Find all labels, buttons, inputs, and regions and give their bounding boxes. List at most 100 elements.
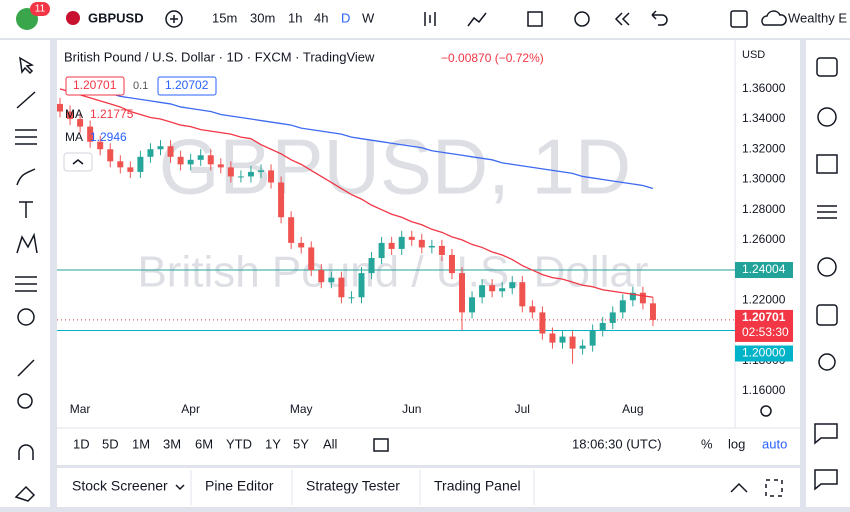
interval[interactable]: 1h bbox=[288, 10, 302, 25]
tab-chevron[interactable] bbox=[175, 484, 185, 491]
text-tool[interactable] bbox=[19, 201, 33, 218]
range-button[interactable]: 1D bbox=[73, 436, 90, 451]
zoom-tool[interactable] bbox=[17, 393, 33, 409]
range-button[interactable]: 5D bbox=[102, 436, 119, 451]
candle-body bbox=[137, 156, 144, 172]
scale-option[interactable]: auto bbox=[762, 436, 787, 451]
interval[interactable]: W bbox=[362, 10, 375, 25]
date-range-icon[interactable] bbox=[373, 438, 389, 452]
fullscreen-icon[interactable] bbox=[730, 10, 748, 28]
candle-body bbox=[278, 182, 285, 218]
currency[interactable]: USD bbox=[742, 49, 765, 61]
bid-box[interactable] bbox=[65, 76, 125, 96]
prediction-tool[interactable] bbox=[15, 276, 37, 292]
badge: 11 bbox=[35, 4, 46, 15]
range-button[interactable]: 6M bbox=[195, 436, 213, 451]
interval[interactable]: 15m bbox=[212, 10, 237, 25]
x-tick-label: Mar bbox=[70, 402, 91, 416]
data-icon[interactable] bbox=[817, 205, 837, 219]
replay-icon[interactable] bbox=[614, 12, 630, 26]
candle-body bbox=[499, 288, 506, 292]
panel-tab[interactable]: Strategy Tester bbox=[306, 478, 400, 494]
candle-body bbox=[519, 282, 526, 307]
alert-icon[interactable] bbox=[574, 11, 590, 27]
panel-tab[interactable]: Pine Editor bbox=[205, 478, 274, 494]
legend-value: 1.2946 bbox=[90, 130, 127, 144]
candle-body bbox=[649, 303, 656, 320]
candle-body bbox=[479, 285, 486, 298]
ruler-tool[interactable] bbox=[17, 359, 35, 377]
settings-icon[interactable] bbox=[760, 405, 772, 417]
candle-body bbox=[609, 312, 616, 323]
maximize-icon[interactable] bbox=[765, 479, 783, 497]
bottom-panel bbox=[57, 468, 800, 507]
ask: 1.20702 bbox=[165, 78, 209, 92]
candle-body bbox=[87, 126, 94, 142]
candle-body bbox=[398, 236, 405, 249]
candles-icon[interactable] bbox=[424, 12, 436, 26]
range-button[interactable]: YTD bbox=[226, 436, 252, 451]
legend-value: 1.21775 bbox=[90, 107, 134, 121]
calendar-icon[interactable] bbox=[816, 304, 838, 326]
candle-body bbox=[619, 300, 626, 313]
interval[interactable]: D bbox=[341, 10, 350, 25]
legend-label: MA bbox=[65, 107, 83, 121]
candle-body bbox=[187, 159, 194, 165]
range-button[interactable]: All bbox=[323, 436, 338, 451]
range-button[interactable]: 5Y bbox=[293, 436, 309, 451]
account[interactable]: Wealthy E bbox=[788, 10, 847, 25]
scale-option[interactable]: log bbox=[728, 436, 745, 451]
candle-body bbox=[348, 297, 355, 299]
level-label: 1.20000 bbox=[742, 346, 786, 360]
range-button[interactable]: 1Y bbox=[265, 436, 281, 451]
hotlist-icon[interactable] bbox=[817, 257, 837, 277]
candle-body bbox=[97, 141, 104, 150]
alerts-icon[interactable] bbox=[817, 107, 837, 127]
add-symbol-icon[interactable] bbox=[165, 10, 183, 28]
candle-body bbox=[438, 245, 445, 255]
x-tick-label: May bbox=[290, 402, 313, 416]
chats-icon[interactable] bbox=[814, 469, 838, 491]
icon-tool[interactable] bbox=[17, 308, 35, 326]
candle-body bbox=[298, 242, 305, 248]
legend-toggle[interactable] bbox=[63, 152, 93, 172]
panel-tab[interactable]: Stock Screener bbox=[72, 478, 168, 494]
panel-tab[interactable]: Trading Panel bbox=[434, 478, 521, 494]
cursor-tool[interactable] bbox=[19, 56, 35, 75]
interval[interactable]: 4h bbox=[314, 10, 328, 25]
collapse-icon[interactable] bbox=[730, 482, 748, 493]
range-button[interactable]: 1M bbox=[132, 436, 150, 451]
magnet-tool[interactable] bbox=[18, 444, 34, 460]
scale-option[interactable]: % bbox=[701, 436, 713, 451]
y-tick-label: 1.32000 bbox=[742, 141, 786, 155]
panel-tabs: Stock Screener Pine Editor Strategy Tester… bbox=[72, 470, 535, 505]
undo-icon[interactable] bbox=[651, 10, 668, 26]
news-icon[interactable] bbox=[816, 154, 838, 174]
candle-body bbox=[57, 103, 63, 112]
intervals: 15m 30m 1h 4h D W bbox=[212, 10, 375, 25]
pattern-tool[interactable] bbox=[16, 232, 38, 254]
candle-body bbox=[227, 167, 234, 177]
watchlist-icon[interactable] bbox=[816, 57, 838, 77]
indicators-icon[interactable] bbox=[467, 12, 487, 27]
brush-tool[interactable] bbox=[16, 168, 36, 186]
candle-body bbox=[117, 161, 124, 168]
cloud-icon[interactable] bbox=[761, 10, 787, 26]
interval[interactable]: 30m bbox=[250, 10, 275, 25]
left-toolbar bbox=[0, 40, 50, 507]
trendline-tool[interactable] bbox=[16, 91, 36, 109]
symbol[interactable]: GBPUSD bbox=[88, 10, 144, 25]
chat-icon[interactable] bbox=[814, 423, 838, 445]
range-button[interactable]: 3M bbox=[163, 436, 181, 451]
candle-body bbox=[448, 254, 455, 274]
chart-title: British Pound / U.S. Dollar · 1D · FXCM … bbox=[64, 49, 375, 64]
lock-tool[interactable] bbox=[14, 485, 36, 502]
ideas-icon[interactable] bbox=[818, 353, 836, 371]
fib-tool[interactable] bbox=[15, 129, 37, 145]
chart-pane bbox=[57, 40, 800, 465]
ask-box[interactable] bbox=[157, 76, 217, 96]
candle-body bbox=[579, 345, 586, 349]
candle-body bbox=[338, 277, 345, 298]
candle-body bbox=[177, 156, 184, 165]
layout-icon[interactable] bbox=[527, 11, 543, 27]
